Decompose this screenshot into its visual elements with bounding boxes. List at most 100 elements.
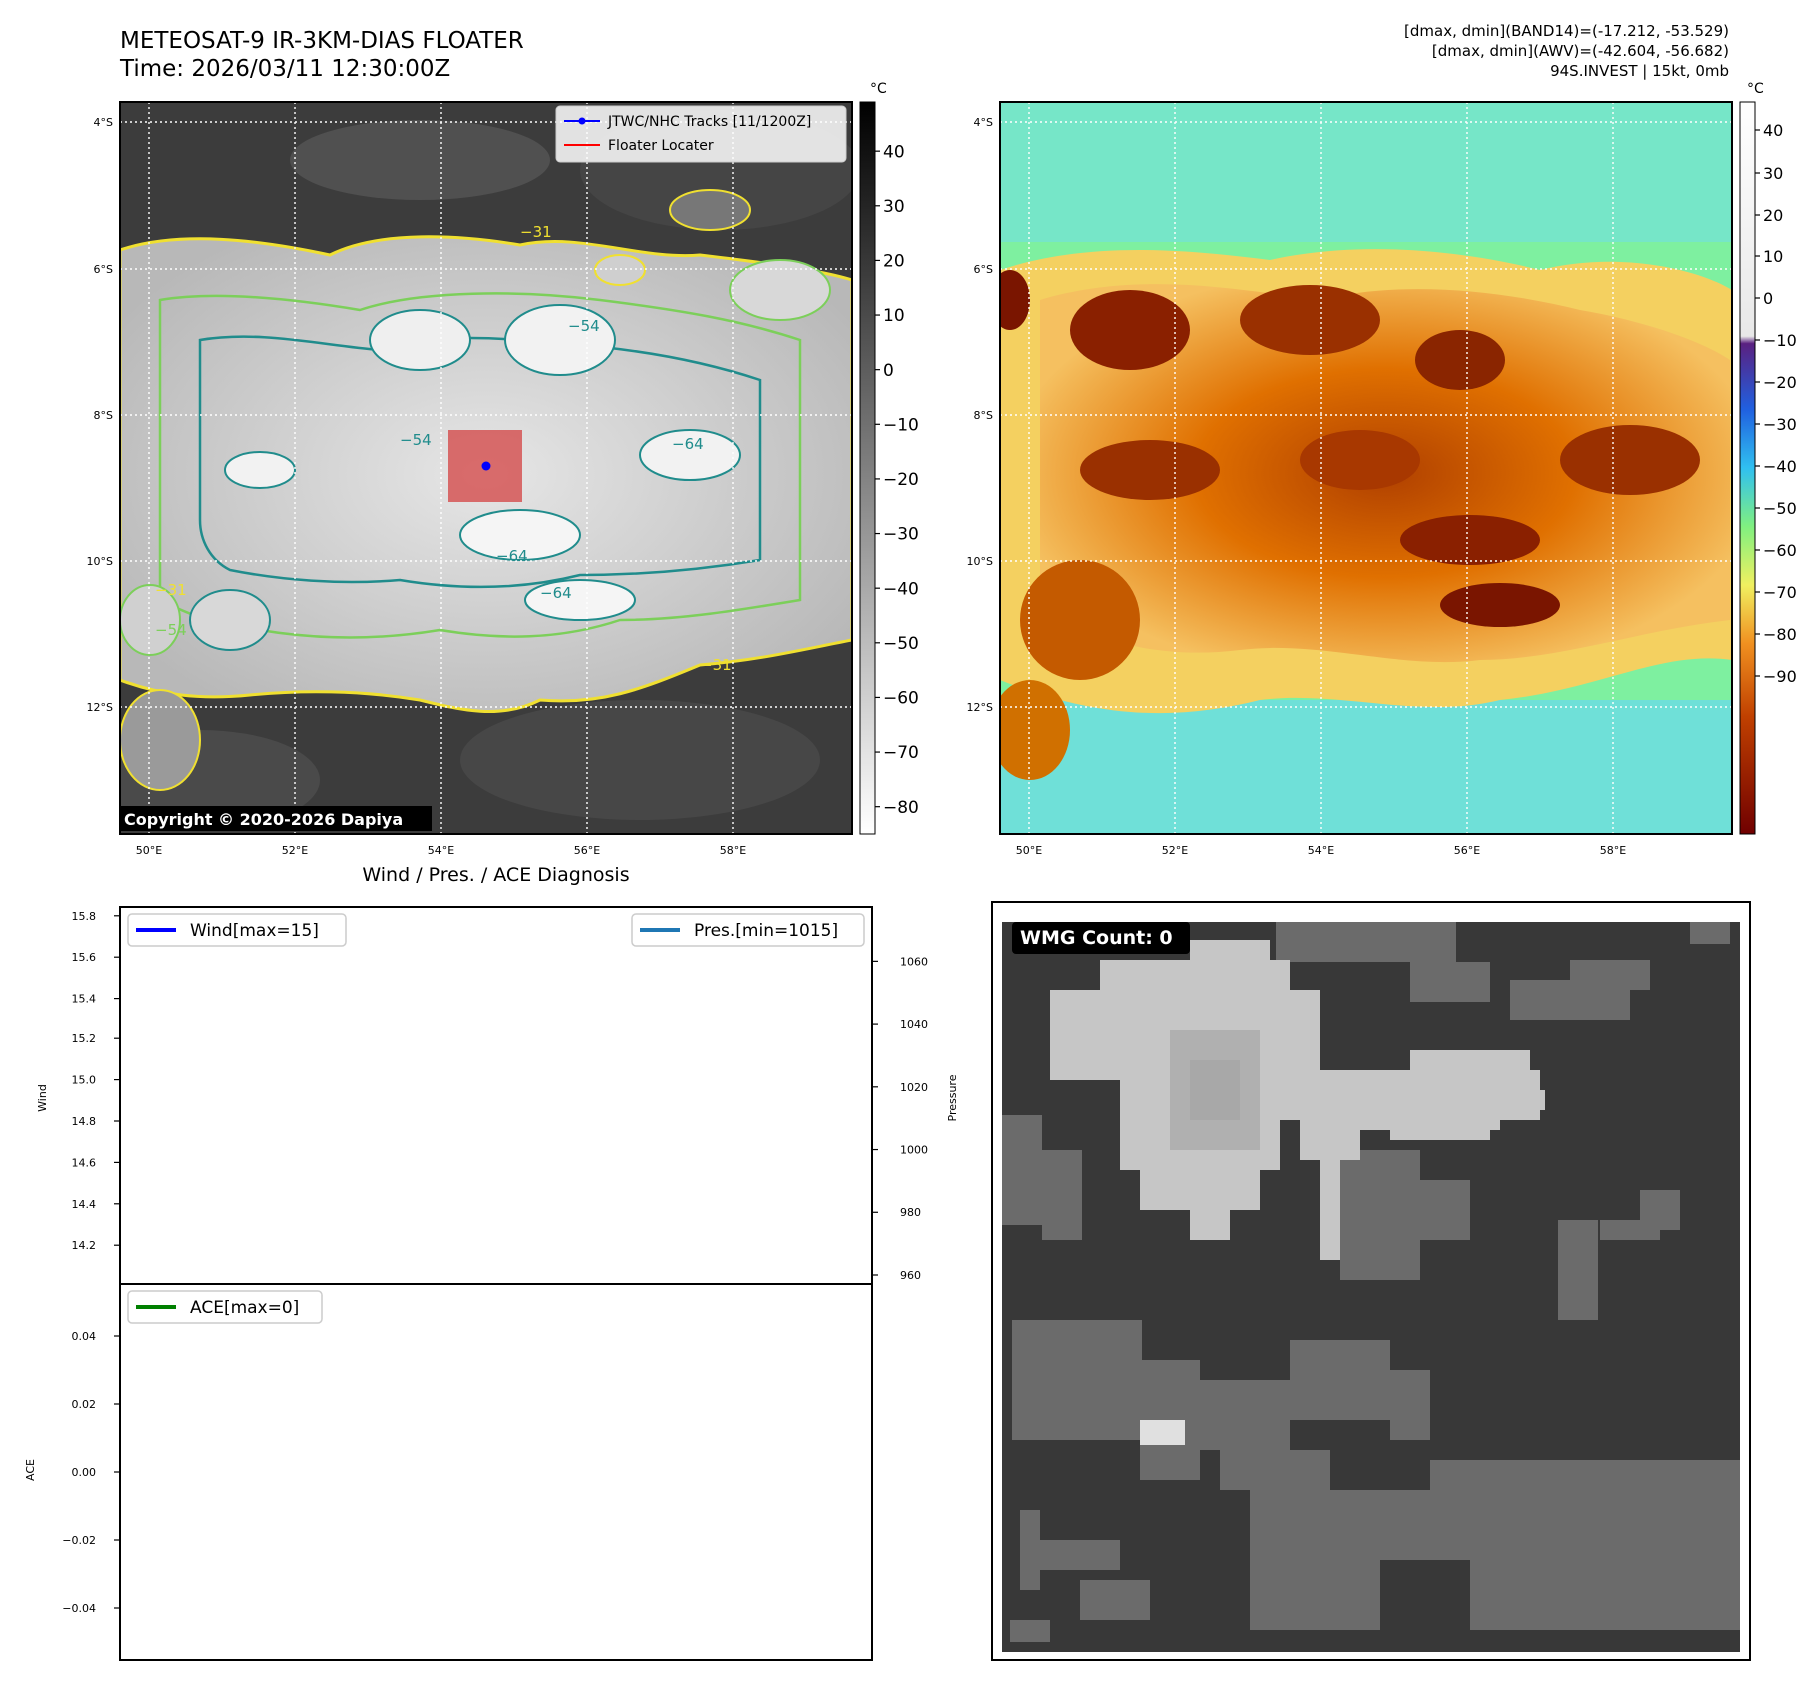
awv-colorbar-tick-label: −40 bbox=[1763, 457, 1797, 476]
lat-label: 6°S bbox=[94, 263, 113, 276]
contour-label: −31 bbox=[700, 656, 732, 674]
copyright-text: Copyright © 2020-2026 Dapiya bbox=[124, 810, 403, 829]
ace-tick-label: −0.04 bbox=[62, 1602, 96, 1615]
ace-axes bbox=[119, 1283, 873, 1661]
ir-colorbar-tick-label: −20 bbox=[883, 470, 919, 490]
awv-colorbar-tick-label: 40 bbox=[1763, 121, 1783, 140]
band14-range: [dmax, dmin](BAND14)=(-17.212, -53.529) bbox=[1404, 22, 1729, 40]
ace-tick-label: −0.02 bbox=[62, 1534, 96, 1547]
ir-colorbar-tick-label: −40 bbox=[883, 579, 919, 599]
awv-colorbar-unit: °C bbox=[1747, 81, 1764, 97]
pressure-legend: Pres.[min=1015] bbox=[631, 913, 865, 947]
ir-colorbar-tick-label: 30 bbox=[883, 197, 905, 217]
lon-label: 54°E bbox=[428, 844, 454, 857]
lon-label: 54°E bbox=[1308, 844, 1334, 857]
lon-label: 50°E bbox=[136, 844, 162, 857]
legend-ace-label: ACE[max=0] bbox=[190, 1298, 299, 1318]
awv-imagery bbox=[1000, 102, 1732, 834]
contour-label: −31 bbox=[520, 223, 552, 241]
lat-label: 8°S bbox=[974, 409, 993, 422]
storm-info: 94S.INVEST | 15kt, 0mb bbox=[1550, 62, 1729, 80]
wind-tick-label: 15.8 bbox=[72, 910, 97, 923]
ir-colorbar-tick-label: −70 bbox=[883, 743, 919, 763]
ir-colorbar-tick-label: −80 bbox=[883, 798, 919, 818]
contour-label: −54 bbox=[155, 621, 187, 639]
awv-range: [dmax, dmin](AWV)=(-42.604, -56.682) bbox=[1431, 42, 1729, 60]
lon-label: 56°E bbox=[574, 844, 600, 857]
pressure-tick-label: 1060 bbox=[900, 955, 928, 968]
contour-label: −64 bbox=[496, 547, 528, 565]
chart-timestamp: Time: 2026/03/11 12:30:00Z bbox=[120, 56, 451, 82]
awv-colorbar-tick-label: −70 bbox=[1763, 583, 1797, 602]
pressure-axis-label: Pressure bbox=[946, 1074, 959, 1121]
wind-tick-label: 14.6 bbox=[72, 1156, 97, 1169]
awv-panel: 4°S 6°S 8°S 10°S 12°S 50°E 52°E 54°E 56°… bbox=[967, 101, 1733, 857]
awv-colorbar-tick-label: −20 bbox=[1763, 373, 1797, 392]
legend-tracks: JTWC/NHC Tracks [11/1200Z] bbox=[607, 114, 811, 130]
legend-floater: Floater Locater bbox=[608, 138, 714, 154]
lat-label: 12°S bbox=[87, 701, 113, 714]
ir-panel: −31 −54 −64 −64 −64 −31 −54 −31 −54 JTWC… bbox=[87, 101, 853, 857]
awv-colorbar-tick-label: −80 bbox=[1763, 625, 1797, 644]
wind-tick-label: 15.2 bbox=[72, 1032, 97, 1045]
pressure-tick-label: 1000 bbox=[900, 1144, 928, 1157]
wmg-frame bbox=[991, 901, 1751, 1661]
lat-label: 10°S bbox=[967, 555, 993, 568]
lat-label: 10°S bbox=[87, 555, 113, 568]
pressure-tick-label: 1020 bbox=[900, 1081, 928, 1094]
wmg-image bbox=[1002, 922, 1740, 1652]
lat-label: 6°S bbox=[974, 263, 993, 276]
ace-tick-label: 0.02 bbox=[72, 1398, 97, 1411]
contour-label: −54 bbox=[400, 431, 432, 449]
wind-legend: Wind[max=15] bbox=[127, 913, 347, 947]
diagnosis-panel: 15.8 15.6 15.4 15.2 15.0 14.8 14.6 14.4 14.2 106… bbox=[24, 906, 959, 1661]
wind-tick-label: 14.2 bbox=[72, 1239, 97, 1252]
lat-label: 12°S bbox=[967, 701, 993, 714]
lon-label: 58°E bbox=[720, 844, 746, 857]
ir-colorbar-tick-label: 10 bbox=[883, 306, 905, 326]
ir-colorbar-tick-label: 40 bbox=[883, 142, 905, 162]
wind-tick-label: 14.4 bbox=[72, 1198, 97, 1211]
lat-label: 4°S bbox=[94, 116, 113, 129]
lon-label: 56°E bbox=[1454, 844, 1480, 857]
pressure-tick-label: 980 bbox=[900, 1206, 921, 1219]
lon-label: 52°E bbox=[1162, 844, 1188, 857]
copyright-box bbox=[120, 806, 432, 831]
awv-colorbar-tick-label: −10 bbox=[1763, 331, 1797, 350]
lon-label: 58°E bbox=[1600, 844, 1626, 857]
ir-colorbar-tick-label: 0 bbox=[883, 361, 894, 381]
lon-label: 50°E bbox=[1016, 844, 1042, 857]
contour-label: −54 bbox=[568, 317, 600, 335]
ir-colorbar-tick-label: 20 bbox=[883, 252, 905, 272]
ir-colorbar-tick-label: −50 bbox=[883, 634, 919, 654]
contour-label: −64 bbox=[672, 435, 704, 453]
wind-tick-label: 15.4 bbox=[72, 993, 97, 1006]
track-point bbox=[481, 461, 491, 471]
ir-colorbar: °C 40 30 20 10 0 −10 −20 −30 −40 −50 −60 −70 −80 bbox=[859, 81, 919, 835]
awv-frame bbox=[999, 101, 1733, 835]
wind-tick-label: 15.6 bbox=[72, 951, 97, 964]
awv-colorbar: °C 40 30 20 10 0 −10 −20 −30 −40 −50 −60 −70 −80 −90 bbox=[1739, 81, 1797, 835]
awv-colorbar-tick-label: 10 bbox=[1763, 247, 1783, 266]
awv-colorbar-tick-label: 30 bbox=[1763, 164, 1783, 183]
wind-tick-label: 14.8 bbox=[72, 1115, 97, 1128]
awv-colorbar-tick-label: −90 bbox=[1763, 667, 1797, 686]
wind-axis-label: Wind bbox=[36, 1084, 49, 1112]
awv-colorbar-tick-label: 0 bbox=[1763, 289, 1773, 308]
wind-pressure-axes bbox=[119, 906, 873, 1285]
ace-tick-label: 0.00 bbox=[72, 1466, 97, 1479]
legend-wind-label: Wind[max=15] bbox=[190, 921, 319, 941]
wind-tick-label: 15.0 bbox=[72, 1074, 97, 1087]
lat-label: 8°S bbox=[94, 409, 113, 422]
wmg-label-box bbox=[1012, 922, 1190, 954]
wmg-panel: WMG Count: 0 bbox=[991, 901, 1751, 1661]
lon-label: 52°E bbox=[282, 844, 308, 857]
ir-legend: JTWC/NHC Tracks [11/1200Z] Floater Locat… bbox=[555, 105, 847, 163]
awv-colorbar-tick-label: 20 bbox=[1763, 206, 1783, 225]
ir-colorbar-tick-label: −30 bbox=[883, 525, 919, 545]
ace-legend: ACE[max=0] bbox=[127, 1290, 323, 1324]
lat-label: 4°S bbox=[974, 116, 993, 129]
awv-colorbar-tick-label: −50 bbox=[1763, 499, 1797, 518]
ir-colorbar-tick-label: −10 bbox=[883, 415, 919, 435]
ace-axis-label: ACE bbox=[24, 1459, 37, 1481]
